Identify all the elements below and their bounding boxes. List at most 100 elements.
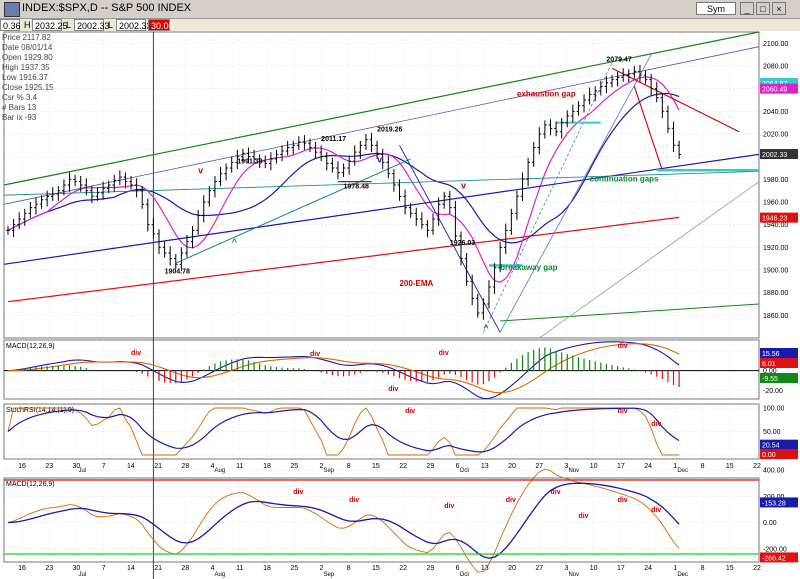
price-bar	[62, 179, 66, 196]
price-bar	[621, 68, 625, 82]
x-tick-label: 2	[319, 463, 323, 470]
price-label: 1926.03	[450, 240, 475, 247]
price-bar	[358, 140, 363, 159]
price-bar	[319, 145, 323, 162]
x-tick-label: 3	[564, 565, 568, 572]
maximize-icon[interactable]: □	[756, 2, 770, 15]
price-bar	[576, 101, 581, 116]
close-label: L	[108, 20, 114, 30]
price-bar	[84, 178, 89, 196]
panel-frame-macd1	[3, 339, 760, 400]
gray-support	[539, 181, 760, 339]
x-tick-label: 20	[508, 565, 516, 572]
upper-channel-inner	[3, 46, 760, 205]
x-tick-label: 8	[701, 463, 705, 470]
price-bar	[308, 138, 312, 153]
price-bar	[649, 73, 653, 96]
symbol-button[interactable]: Sym	[696, 2, 736, 15]
y-tick-label: 400.00	[763, 468, 785, 475]
price-bar	[448, 190, 452, 215]
chart-annotation: breakaway gap	[500, 263, 557, 272]
svg-text:20.54: 20.54	[762, 443, 780, 450]
value-badge: 2002.33	[760, 149, 798, 160]
price-bar	[196, 209, 200, 235]
price-bar	[56, 186, 61, 201]
zoom-field[interactable]: 0.36	[0, 19, 21, 31]
y-tick-label: 1860.00	[763, 313, 788, 320]
price-bar	[380, 148, 385, 170]
x-tick-label: 25	[290, 565, 298, 572]
info-row: Low 1916.37	[2, 73, 48, 82]
minimize-icon[interactable]: _	[740, 2, 754, 15]
price-bar	[151, 217, 156, 239]
price-bar	[375, 140, 379, 159]
price-bar	[280, 145, 284, 162]
price-bar	[464, 253, 469, 286]
price-bar	[157, 229, 161, 255]
x-tick-label: 29	[426, 463, 434, 470]
price-bar	[526, 157, 530, 187]
price-label: 1904.78	[165, 268, 190, 275]
y-tick-label: 1960.00	[763, 200, 788, 207]
price-bar	[218, 166, 223, 187]
price-bar	[129, 175, 133, 190]
panel-annotation: div	[550, 489, 560, 496]
price-bar	[408, 203, 413, 218]
title-bar: INDEX:$SPX,D -- S&P 500 INDEX Sym _ □ ×	[0, 0, 800, 19]
price-bar	[50, 187, 55, 201]
price-bar	[632, 66, 637, 79]
x-tick-label: 15	[372, 463, 380, 470]
month-label: Oct	[460, 572, 470, 578]
price-bar	[106, 180, 111, 193]
price-bar	[638, 64, 642, 82]
panel-annotation: div	[618, 343, 628, 350]
price-bar	[101, 181, 105, 200]
price-bar	[146, 198, 150, 232]
panel-annotation: div	[131, 350, 141, 357]
price-bar	[34, 197, 38, 215]
info-row: High 1937.35	[2, 63, 50, 72]
price-bar	[185, 234, 189, 258]
value-badge: 15.56	[760, 348, 798, 358]
info-row: Date 08/01/14	[2, 43, 53, 52]
price-bar	[654, 81, 659, 103]
panel-annotation: div	[651, 421, 661, 428]
signal-marker: v	[377, 154, 382, 164]
svg-text:-266.42: -266.42	[762, 555, 786, 562]
close-icon[interactable]: ×	[772, 2, 786, 15]
price-bar	[604, 76, 609, 94]
x-tick-label: 16	[18, 565, 26, 572]
price-bar	[168, 246, 172, 266]
x-tick-label: 7	[102, 565, 106, 572]
price-bar	[201, 195, 206, 223]
price-bar	[565, 110, 570, 128]
price-bar	[162, 241, 167, 258]
panel-frame-stoch	[3, 403, 760, 460]
price-label: 2011.17	[321, 136, 346, 143]
horizontal-support	[3, 171, 760, 196]
value-badge: -266.42	[760, 552, 798, 563]
value-badge: -9.55	[760, 373, 798, 383]
price-bar	[246, 147, 251, 164]
svg-text:0.00: 0.00	[762, 452, 776, 459]
x-tick-label: 24	[644, 565, 652, 572]
x-tick-label: 13	[481, 565, 489, 572]
price-bar	[224, 163, 228, 181]
price-bar	[386, 155, 391, 179]
price-bar	[492, 263, 497, 294]
x-tick-label: 22	[399, 463, 407, 470]
panel-annotation: div	[651, 507, 661, 514]
teal-trend	[175, 158, 411, 264]
svg-text:1946.23: 1946.23	[762, 216, 787, 223]
panel-annotation: div	[618, 408, 628, 415]
panel-title: StochRSI(14,14,(1),9)	[6, 407, 74, 414]
ma20-line	[7, 92, 680, 244]
price-bar	[229, 156, 234, 173]
price-bar	[481, 298, 486, 320]
close-value: 2002.33	[116, 19, 152, 31]
low-value: 2002.33	[74, 19, 110, 31]
price-bar	[414, 207, 419, 226]
app-icon	[4, 2, 20, 17]
